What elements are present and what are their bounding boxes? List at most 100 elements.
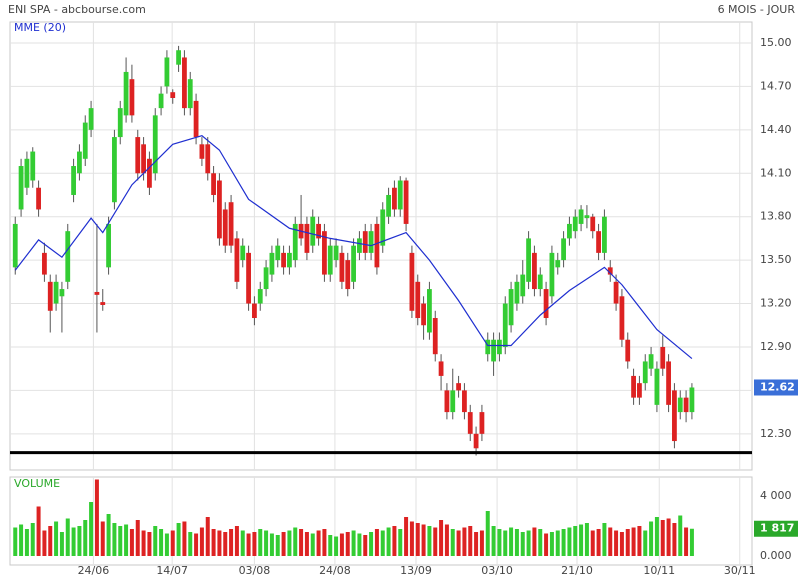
- candle-body: [380, 209, 386, 246]
- candle-body: [374, 223, 380, 268]
- volume-bar: [77, 526, 82, 557]
- volume-bar: [322, 529, 327, 557]
- candle-body: [147, 158, 152, 188]
- volume-bar: [474, 532, 479, 557]
- candle-body: [613, 281, 619, 304]
- candle-body: [537, 274, 543, 290]
- y-tick-label: 13.80: [760, 210, 792, 223]
- volume-bar: [83, 520, 88, 557]
- volume-bar: [240, 530, 245, 557]
- candle-body: [18, 166, 24, 210]
- volume-bar: [141, 530, 146, 557]
- candle-body: [467, 412, 473, 434]
- candle-body: [637, 383, 642, 398]
- candle-body: [689, 387, 695, 413]
- candle-body: [246, 252, 251, 304]
- candle-body: [672, 390, 677, 442]
- volume-bar: [631, 527, 636, 557]
- candle-body: [53, 281, 59, 304]
- volume-bar: [246, 533, 251, 557]
- volume-bar: [176, 523, 181, 557]
- x-tick-label: 03/10: [481, 564, 513, 577]
- volume-bar: [112, 523, 117, 557]
- volume-bar: [666, 518, 671, 557]
- volume-bar: [59, 532, 64, 557]
- candle-body: [257, 289, 263, 304]
- volume-bar: [649, 521, 654, 557]
- candle-body: [47, 281, 53, 311]
- volume-bar: [660, 520, 665, 557]
- volume-bar: [684, 527, 689, 557]
- candle-body: [677, 397, 683, 413]
- candle-body: [135, 137, 141, 174]
- volume-bar: [573, 526, 578, 557]
- candle-body: [234, 238, 240, 282]
- candle-body: [362, 231, 368, 253]
- volume-bar: [444, 524, 449, 557]
- volume-bar: [380, 530, 385, 557]
- candle-body: [292, 223, 298, 261]
- volume-bar: [386, 527, 391, 557]
- volume-bar: [281, 532, 286, 557]
- volume-bar: [602, 523, 607, 557]
- x-tick-label: 24/08: [319, 564, 351, 577]
- candle-body: [456, 383, 461, 391]
- volume-bar: [439, 520, 444, 557]
- candle-body: [561, 238, 566, 261]
- candle-body: [222, 209, 228, 246]
- volume-bar: [468, 526, 473, 557]
- candle-body: [112, 137, 117, 203]
- candle-body: [642, 361, 648, 384]
- volume-bar: [555, 530, 560, 557]
- candle-body: [252, 303, 257, 319]
- candle-body: [409, 252, 415, 311]
- volume-bar: [100, 521, 105, 557]
- candle-body: [71, 166, 76, 195]
- candle-body: [438, 361, 444, 376]
- candle-body: [269, 252, 275, 275]
- candle-body: [386, 194, 391, 217]
- volume-bar: [520, 532, 525, 557]
- candle-body: [567, 223, 572, 239]
- volume-bar: [596, 529, 601, 557]
- candle-body: [88, 108, 94, 130]
- volume-bar: [637, 526, 642, 557]
- candle-body: [631, 375, 636, 398]
- candle-body: [211, 173, 216, 195]
- candle-body: [322, 231, 327, 275]
- volume-bar: [678, 515, 683, 557]
- candle-body: [502, 303, 508, 347]
- chart-title: ENI SPA - abcbourse.com: [8, 3, 146, 16]
- candle-body: [590, 216, 596, 232]
- volume-bar: [135, 520, 140, 557]
- volume-bar: [129, 529, 134, 557]
- volume-bar: [544, 533, 549, 557]
- candle-body: [508, 289, 514, 326]
- volume-bar: [339, 533, 344, 557]
- volume-bar: [689, 528, 694, 557]
- candle-body: [485, 339, 491, 355]
- volume-bar: [124, 524, 129, 557]
- candle-body: [625, 339, 631, 362]
- volume-bar: [269, 533, 274, 557]
- candle-body: [555, 260, 561, 268]
- candle-body: [578, 209, 584, 224]
- candle-body: [106, 223, 111, 268]
- candle-body: [199, 144, 205, 159]
- last-volume-badge: [754, 520, 798, 537]
- volume-bar: [538, 529, 543, 557]
- x-tick-label: 21/10: [561, 564, 593, 577]
- candle-body: [263, 267, 269, 290]
- volume-bar: [654, 517, 659, 557]
- volume-bar: [532, 527, 537, 557]
- volume-bar: [614, 530, 619, 557]
- volume-bar: [147, 532, 152, 557]
- volume-bar: [357, 533, 362, 557]
- candle-body: [444, 390, 450, 413]
- candle-body: [607, 267, 613, 275]
- candle-body: [415, 281, 421, 319]
- volume-bar: [13, 527, 18, 557]
- volume-bar: [106, 514, 111, 557]
- candle-body: [479, 412, 485, 434]
- candle-body: [187, 79, 193, 109]
